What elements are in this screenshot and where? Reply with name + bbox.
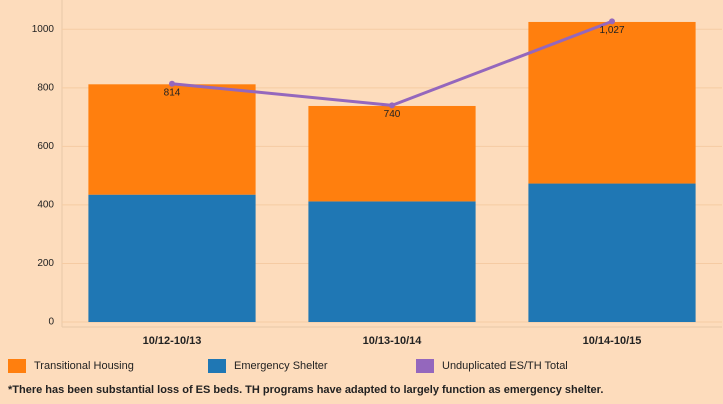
- footnote: *There has been substantial loss of ES b…: [8, 384, 603, 396]
- y-tick-label: 800: [37, 82, 54, 93]
- data-label: 814: [164, 87, 181, 98]
- bar-segment: [88, 84, 256, 195]
- line-point: [609, 18, 615, 25]
- y-tick-label: 1000: [32, 24, 55, 35]
- bar-segment: [308, 105, 476, 202]
- y-tick-label: 600: [37, 141, 54, 152]
- legend-swatch: [8, 359, 26, 373]
- x-tick-label: 10/12-10/13: [143, 335, 202, 347]
- x-tick-label: 10/14-10/15: [583, 335, 642, 347]
- legend-swatch: [416, 359, 434, 373]
- line-point: [389, 102, 395, 109]
- bar-segment: [308, 201, 476, 323]
- bar-segment: [528, 21, 696, 184]
- legend-label: Transitional Housing: [34, 360, 134, 372]
- legend-swatch: [208, 359, 226, 373]
- data-label: 740: [384, 109, 401, 120]
- legend-label: Emergency Shelter: [234, 360, 328, 372]
- y-tick-label: 200: [37, 258, 54, 269]
- y-tick-label: 0: [48, 317, 54, 328]
- line-point: [169, 80, 175, 87]
- data-label: 1,027: [599, 25, 624, 36]
- x-tick-label: 10/13-10/14: [363, 335, 423, 347]
- legend-label: Unduplicated ES/TH Total: [442, 360, 568, 372]
- y-tick-label: 400: [37, 200, 54, 211]
- bar-segment: [528, 183, 696, 323]
- bar-segment: [88, 194, 256, 323]
